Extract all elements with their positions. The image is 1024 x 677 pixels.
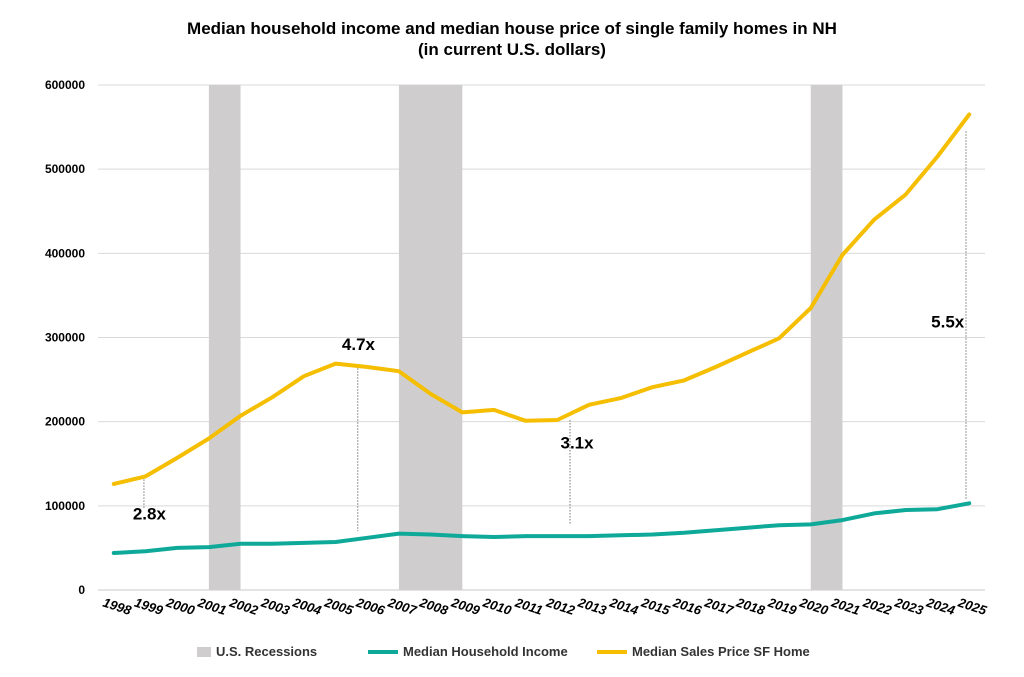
y-tick-label: 500000 — [45, 162, 85, 176]
x-tick-label: 2018 — [734, 594, 768, 618]
x-tick-label: 2002 — [227, 594, 261, 618]
x-tick-label: 2007 — [385, 594, 419, 618]
x-tick-label: 2014 — [607, 594, 641, 618]
y-tick-label: 600000 — [45, 78, 85, 92]
x-tick-label: 2016 — [670, 594, 704, 618]
y-axis-ticks: 0 100000 200000 300000 400000 500000 600000 — [45, 78, 85, 597]
x-tick-label: 2025 — [955, 594, 989, 618]
recession-band — [398, 85, 463, 590]
y-tick-label: 0 — [78, 583, 85, 597]
x-tick-label: 1998 — [101, 595, 134, 618]
x-tick-label: 2012 — [544, 594, 578, 618]
x-tick-label: 2010 — [480, 594, 514, 618]
annotation-label: 5.5x — [931, 312, 965, 331]
legend-label-price: Median Sales Price SF Home — [632, 644, 810, 659]
x-tick-label: 2011 — [512, 595, 544, 618]
series-line-price — [111, 112, 972, 486]
x-tick-label: 1999 — [133, 595, 166, 618]
annotation-label: 2.8x — [133, 504, 167, 523]
x-tick-label: 2005 — [322, 594, 356, 618]
y-tick-label: 200000 — [45, 415, 85, 429]
x-tick-label: 2015 — [639, 594, 673, 618]
annotation-label: 4.7x — [342, 335, 376, 354]
recession-band — [810, 85, 843, 590]
x-tick-label: 2020 — [797, 594, 831, 618]
recession-bands — [208, 85, 843, 590]
recession-band — [208, 85, 241, 590]
x-tick-label: 2021 — [829, 594, 862, 618]
x-tick-label: 2004 — [290, 594, 324, 618]
y-tick-label: 100000 — [45, 499, 85, 513]
y-tick-label: 400000 — [45, 246, 85, 260]
chart-title: Median household income and median house… — [0, 18, 1024, 60]
x-tick-label: 2000 — [163, 594, 197, 618]
legend: U.S. Recessions Median Household Income Me… — [197, 644, 810, 659]
x-tick-label: 2008 — [417, 594, 451, 618]
x-tick-label: 2006 — [354, 594, 388, 618]
chart-title-main: Median household income and median house… — [187, 19, 837, 38]
x-tick-label: 2009 — [449, 594, 483, 618]
legend-label-recessions: U.S. Recessions — [216, 644, 317, 659]
x-tick-label: 2001 — [195, 594, 228, 618]
series-lines — [111, 112, 972, 555]
annotation-label: 3.1x — [561, 434, 595, 453]
x-tick-label: 2013 — [575, 594, 609, 618]
x-axis-ticks: 1998 1999 2000 2001 2002 2003 2004 2005 2006 2007… — [101, 594, 989, 618]
y-tick-label: 300000 — [45, 331, 85, 345]
x-tick-label: 2003 — [259, 594, 293, 618]
chart-subtitle: (in current U.S. dollars) — [418, 40, 606, 59]
x-tick-label: 2023 — [892, 594, 926, 618]
x-tick-label: 2017 — [702, 594, 736, 618]
annotations: 2.8x 4.7x 3.1x 5.5x — [133, 131, 967, 532]
x-tick-label: 2024 — [924, 594, 958, 618]
legend-swatch-recessions — [197, 647, 211, 657]
x-tick-label: 2019 — [765, 594, 799, 618]
x-tick-label: 2022 — [860, 594, 894, 618]
series-line-income — [111, 501, 972, 555]
legend-label-income: Median Household Income — [403, 644, 568, 659]
